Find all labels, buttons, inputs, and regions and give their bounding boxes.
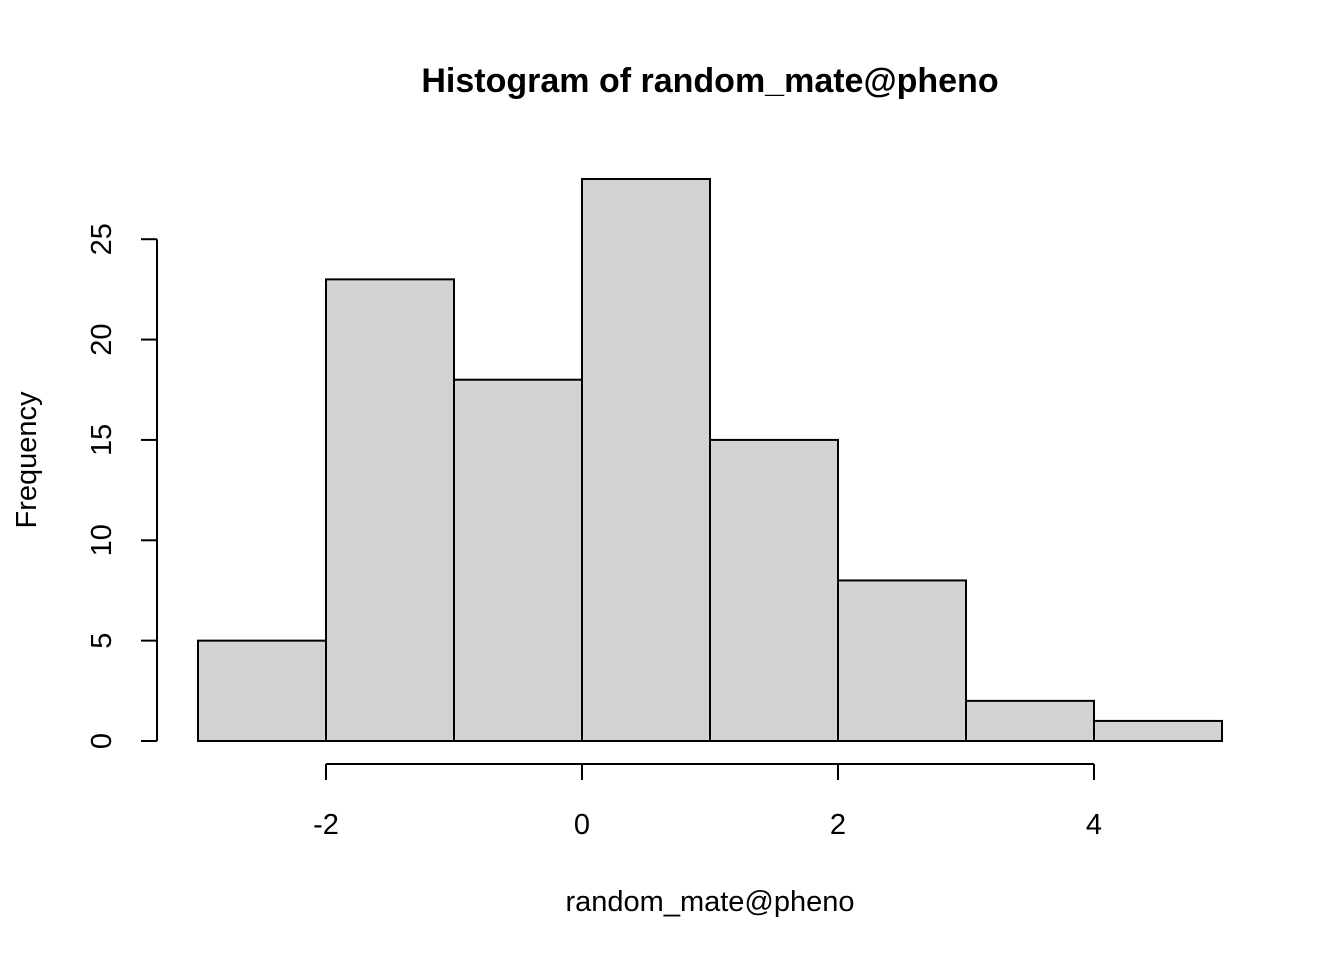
bar-0 xyxy=(197,639,327,743)
chart-title: Histogram of random_mate@pheno xyxy=(421,62,998,100)
x-axis: -2 0 2 4 xyxy=(313,763,1102,841)
y-tick-label-3: 15 xyxy=(86,424,118,456)
x-axis-label: random_mate@pheno xyxy=(565,886,854,918)
y-tick-label-1: 5 xyxy=(86,633,118,649)
y-tick-label-0: 0 xyxy=(86,733,118,749)
y-tick-label-4: 20 xyxy=(86,323,118,355)
bar-2 xyxy=(453,378,583,742)
bar-1 xyxy=(325,278,455,742)
bars-group xyxy=(197,178,1223,743)
y-axis-label: Frequency xyxy=(11,391,43,529)
y-tick-label-5: 25 xyxy=(86,223,118,255)
x-tick-label-1: 0 xyxy=(574,809,590,841)
y-tick-label-2: 10 xyxy=(86,524,118,556)
bar-7 xyxy=(1093,719,1223,743)
bar-3 xyxy=(581,178,711,742)
x-tick-label-3: 4 xyxy=(1086,809,1102,841)
x-tick-label-2: 2 xyxy=(830,809,846,841)
bar-5 xyxy=(837,579,967,743)
bar-6 xyxy=(965,699,1095,742)
x-tick-label-0: -2 xyxy=(313,809,339,841)
bar-4 xyxy=(709,438,839,742)
y-axis: 0 5 10 15 20 25 xyxy=(86,223,158,749)
